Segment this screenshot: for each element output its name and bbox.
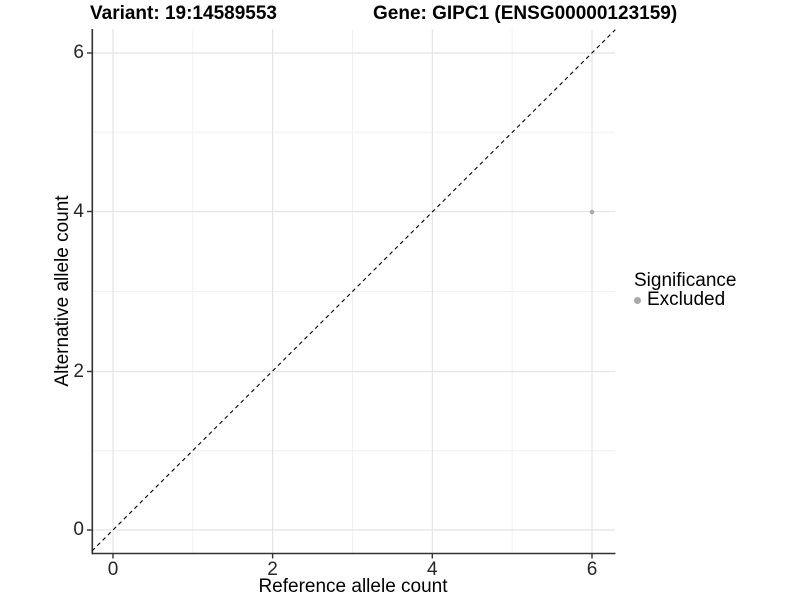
y-tick-label-4: 4 — [73, 200, 84, 222]
grid-major-lines — [92, 29, 615, 553]
excluded-point-icon — [634, 296, 641, 304]
x-axis-tick-marks — [112, 554, 593, 559]
x-axis-title: Reference allele count — [258, 576, 448, 597]
legend-title: Significance — [634, 270, 737, 291]
data-point — [589, 209, 595, 215]
x-tick-label-6: 6 — [586, 559, 598, 580]
legend-entry-label: Excluded — [647, 289, 726, 310]
x-tick-label-0: 0 — [107, 559, 119, 580]
y-tick-label-6: 6 — [73, 42, 84, 63]
y-tick-label-2: 2 — [73, 360, 84, 382]
y-axis-tick-marks — [87, 52, 92, 531]
plot-title-variant: Variant: 19:14589553 — [90, 3, 277, 24]
x-tick-label-2: 2 — [267, 559, 278, 580]
plot-title-gene: Gene: GIPC1 (ENSG00000123159) — [373, 3, 678, 24]
y-axis-title: Alternative allele count — [52, 195, 73, 387]
grid-minor-lines — [92, 29, 615, 553]
identity-line — [91, 29, 616, 552]
x-tick-label-4: 4 — [427, 559, 438, 580]
y-tick-label-0: 0 — [73, 519, 84, 540]
data-points-layer — [589, 209, 595, 215]
legend-entry-excluded: Excluded — [634, 289, 725, 311]
